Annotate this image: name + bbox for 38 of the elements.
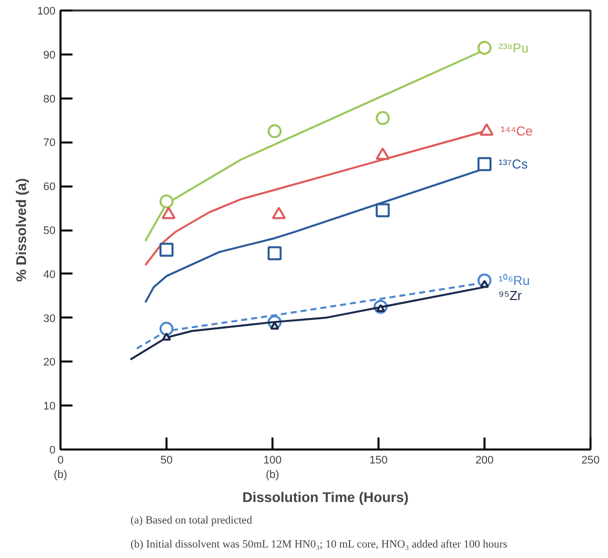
y-tick-label: 90	[43, 49, 56, 62]
point	[160, 322, 174, 336]
point	[160, 242, 174, 257]
y-tick-label: 60	[43, 181, 56, 194]
y-tick-label: 20	[43, 356, 56, 369]
x-tick-label: 0 (b)	[54, 454, 68, 481]
point	[272, 206, 286, 220]
x-tick-label: 150	[369, 454, 388, 466]
text: (a) Based on total predicted	[130, 514, 253, 526]
series-label: ¹³⁷Cs	[498, 156, 528, 172]
x-tick-label: 250	[581, 454, 600, 466]
y-tick-label: 30	[43, 312, 56, 325]
series-label: ¹⁰⁶Ru	[498, 272, 530, 288]
y-tick-label: 40	[43, 268, 56, 281]
point	[162, 206, 176, 220]
text: (b) Initial dissolvent was 50mL 12M HN0₃; 10 mL core, HNO₃ added after 100 hours	[130, 538, 508, 550]
point	[162, 332, 171, 341]
y-tick-label: 70	[43, 137, 56, 150]
y-tick-label: 0	[49, 444, 56, 456]
x-axis-title: Dissolution Time (Hours)	[242, 488, 409, 505]
point	[268, 124, 282, 138]
series-label: ¹⁴⁴Ce	[500, 124, 533, 139]
series-label: ⁹⁵Zr	[498, 288, 522, 303]
x-tick-label: 100 (b)	[263, 454, 282, 481]
series-label: ²³⁸Pu	[498, 40, 529, 56]
y-tick-label: 10	[43, 400, 56, 413]
point	[268, 246, 282, 260]
point	[478, 157, 492, 172]
x-tick-label: 50	[160, 454, 173, 466]
y-axis-title: % Dissolved (a)	[13, 178, 30, 282]
y-tick-label: 100	[37, 6, 56, 18]
point	[376, 203, 390, 218]
point	[160, 194, 174, 208]
y-tick-label: 50	[43, 225, 56, 237]
point	[478, 40, 492, 55]
y-tick-label: 80	[43, 93, 56, 106]
point	[376, 111, 390, 126]
x-tick-label: 200	[475, 454, 494, 466]
